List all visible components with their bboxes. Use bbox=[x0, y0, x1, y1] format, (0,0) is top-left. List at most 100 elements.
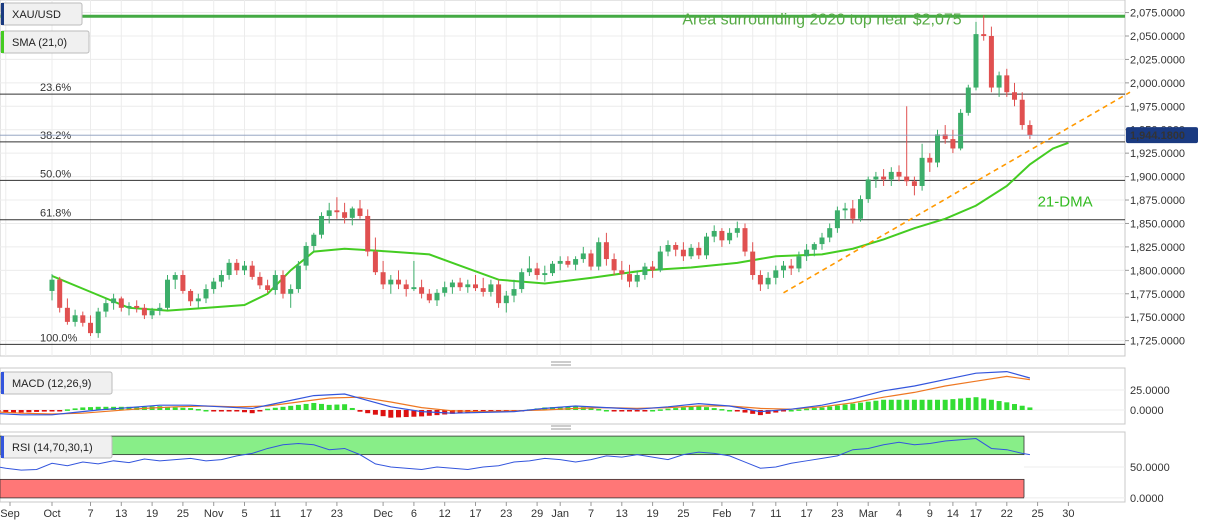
rsi-panel[interactable]: 50.0000 0.0000 bbox=[0, 431, 1170, 505]
x-tick-label: 4 bbox=[896, 508, 902, 520]
candle-body bbox=[696, 247, 702, 256]
candle-body bbox=[496, 284, 502, 304]
candle-body bbox=[565, 260, 571, 265]
price-panel[interactable]: 0.0%23.6%38.2%50.0%61.8%100.0% Area surr… bbox=[0, 0, 1198, 357]
macd-signal-line bbox=[0, 375, 1030, 415]
macd-histogram-bar bbox=[64, 409, 70, 411]
x-tick-label: Jan bbox=[551, 508, 569, 520]
macd-histogram-bar bbox=[727, 410, 733, 412]
candle-body bbox=[988, 35, 994, 88]
candle-body bbox=[788, 265, 794, 269]
macd-histogram-bar bbox=[919, 399, 925, 410]
symbol-legend[interactable]: XAU/USD bbox=[0, 2, 83, 26]
macd-histogram-bar bbox=[165, 406, 170, 410]
macd-histogram-bar bbox=[973, 397, 979, 410]
macd-histogram-bar bbox=[242, 410, 247, 413]
macd-histogram-bar bbox=[550, 407, 555, 410]
sma-path bbox=[51, 141, 1069, 312]
macd-histogram-bar bbox=[365, 410, 371, 414]
candle-body bbox=[372, 251, 378, 273]
candle-body bbox=[103, 303, 109, 312]
price-y-axis: 2,075.0000 2,050.0000 2,025.0000 2,000.0000… bbox=[1125, 8, 1185, 348]
candle-body bbox=[234, 262, 240, 271]
rsi-legend[interactable]: RSI (14,70,30,1) bbox=[0, 435, 113, 459]
pane-splitter-1[interactable] bbox=[551, 361, 571, 366]
macd-histogram-bar bbox=[311, 402, 317, 410]
macd-histogram-bar bbox=[773, 410, 779, 413]
candle-body bbox=[996, 75, 1002, 88]
macd-histogram-bar bbox=[603, 410, 609, 412]
macd-histogram-bar bbox=[927, 399, 933, 410]
support-trendline bbox=[783, 91, 1131, 294]
candle-body bbox=[950, 139, 956, 149]
candle-body bbox=[834, 210, 840, 229]
macd-panel[interactable]: 25.0000 0.0000 bbox=[0, 367, 1170, 425]
candle-body bbox=[750, 251, 756, 276]
candle-body bbox=[111, 298, 117, 304]
candle-body bbox=[349, 208, 355, 218]
candle-body bbox=[781, 265, 786, 271]
candle-body bbox=[188, 290, 194, 302]
x-tick-label: Dec bbox=[373, 508, 393, 520]
sma-legend[interactable]: SMA (21,0) bbox=[0, 30, 90, 54]
candle-body bbox=[419, 287, 425, 294]
macd-histogram-bar bbox=[218, 410, 224, 412]
candle-body bbox=[280, 275, 286, 294]
candle-body bbox=[611, 259, 617, 271]
candle-body bbox=[157, 307, 163, 311]
macd-histogram-bar bbox=[804, 408, 810, 411]
macd-histogram-bar bbox=[858, 402, 863, 410]
candle-body bbox=[657, 251, 663, 271]
macd-histogram-bar bbox=[265, 408, 271, 411]
candle-body bbox=[742, 228, 748, 252]
candle-body bbox=[1004, 75, 1010, 93]
rsi-gridlines bbox=[1024, 466, 1125, 499]
candle-body bbox=[627, 274, 632, 282]
candle-body bbox=[72, 315, 78, 322]
candle-body bbox=[727, 232, 733, 241]
price-tick-label: 1,825.0000 bbox=[1130, 242, 1185, 254]
x-tick-label: 7 bbox=[87, 508, 93, 520]
candle-body bbox=[434, 292, 440, 301]
candle-body bbox=[534, 268, 540, 276]
candle-body bbox=[673, 245, 679, 250]
candle-body bbox=[904, 176, 910, 182]
macd-histogram-bar bbox=[719, 409, 725, 411]
macd-y-axis: 25.0000 0.0000 bbox=[1130, 385, 1170, 417]
x-tick-label: 7 bbox=[588, 508, 594, 520]
macd-histogram-bar bbox=[342, 404, 348, 410]
macd-histogram-bar bbox=[958, 398, 964, 410]
candle-body bbox=[642, 266, 648, 276]
candle-body bbox=[388, 279, 394, 285]
macd-legend[interactable]: MACD (12,26,9) bbox=[0, 371, 113, 395]
pane-splitter-2[interactable] bbox=[551, 425, 571, 430]
candle-body bbox=[958, 112, 964, 149]
price-panel-border bbox=[0, 0, 1126, 357]
candle-body bbox=[326, 210, 332, 216]
macd-histogram-bar bbox=[3, 410, 9, 413]
candle-body bbox=[265, 285, 271, 291]
macd-histogram-bar bbox=[11, 410, 16, 413]
rsi-y-axis: 50.0000 0.0000 bbox=[1130, 462, 1170, 505]
candle-body bbox=[557, 260, 563, 264]
macd-histogram-bar bbox=[195, 409, 201, 411]
x-tick-label: 23 bbox=[831, 508, 843, 520]
x-tick-label: 17 bbox=[970, 508, 982, 520]
macd-histogram-bar bbox=[172, 407, 178, 410]
candle-body bbox=[919, 157, 925, 186]
macd-histogram-bar bbox=[873, 400, 879, 410]
macd-histogram-bar bbox=[426, 410, 432, 416]
macd-histogram-bar bbox=[657, 409, 663, 411]
macd-main-line bbox=[0, 370, 1031, 416]
macd-histogram-bar bbox=[850, 403, 856, 410]
rsi-overbought-band bbox=[0, 435, 1025, 456]
candle-body bbox=[588, 253, 594, 267]
macd-tick-label: 25.0000 bbox=[1130, 385, 1170, 397]
x-axis: Sep Oct 7 13 19 25 Nov 5 11 17 23 Dec 6 12 17 23 29 Jan 7 1… bbox=[0, 502, 1075, 520]
candle-body bbox=[272, 275, 278, 291]
candle-body bbox=[858, 199, 863, 219]
fib-level-label: 38.2% bbox=[40, 130, 71, 142]
candle-body bbox=[819, 237, 825, 245]
candle-body bbox=[141, 307, 147, 316]
macd-histogram-bar bbox=[0, 410, 1, 413]
